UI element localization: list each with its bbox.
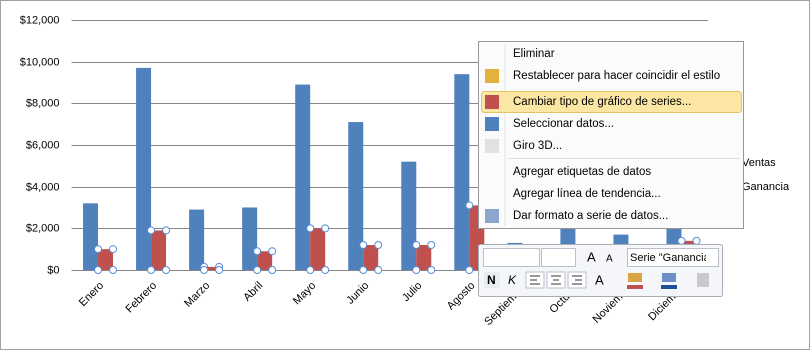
fill-icon[interactable] xyxy=(628,273,642,282)
selection-handle xyxy=(94,266,103,274)
selection-handle xyxy=(321,266,330,274)
y-tick-label: $8,000 xyxy=(26,97,60,109)
selection-handle xyxy=(306,224,315,233)
menu-item[interactable]: Eliminar xyxy=(513,48,555,60)
bar xyxy=(189,209,205,270)
bar xyxy=(204,266,220,270)
selection-handle xyxy=(268,266,277,274)
selection-handle xyxy=(374,241,383,249)
mini-toolbar: A A Serie "Ganancia" N K A xyxy=(478,244,723,297)
menu-icon xyxy=(485,209,499,223)
bar xyxy=(151,230,167,270)
bar xyxy=(83,203,99,270)
selection-handle xyxy=(253,266,262,274)
selection-handle xyxy=(253,247,262,256)
line-icon[interactable] xyxy=(662,273,676,282)
menu-item[interactable]: Restablecer para hacer coincidir el esti… xyxy=(513,70,720,82)
menu-item[interactable]: Cambiar tipo de gráfico de series... xyxy=(513,96,691,108)
menu-item: Giro 3D... xyxy=(513,140,562,152)
selection-handle xyxy=(268,247,277,256)
selection-handle xyxy=(215,266,224,274)
bar xyxy=(401,161,417,270)
font-box[interactable] xyxy=(483,248,540,267)
font-color-label[interactable]: A xyxy=(595,272,604,287)
menu-icon xyxy=(485,69,499,83)
menu-item[interactable]: Dar formato a serie de datos... xyxy=(513,210,668,222)
selection-handle xyxy=(427,241,436,249)
selection-handle xyxy=(427,266,436,274)
menu-highlight xyxy=(481,91,742,113)
selection-handle xyxy=(162,226,171,235)
selection-handle xyxy=(374,266,383,274)
y-tick-label: $2,000 xyxy=(26,222,60,234)
selection-handle xyxy=(412,241,421,249)
selection-handle xyxy=(359,266,368,274)
menu-icon xyxy=(485,117,499,131)
italic-label[interactable]: K xyxy=(508,273,517,287)
fill-swatch xyxy=(627,285,643,289)
align-buttons[interactable] xyxy=(525,271,587,289)
menu-item[interactable]: Agregar línea de tendencia... xyxy=(513,188,661,200)
selection-handle xyxy=(94,245,103,254)
y-tick-label: $10,000 xyxy=(20,56,60,68)
y-tick-label: $6,000 xyxy=(26,139,60,151)
menu-icon xyxy=(485,139,499,153)
selection-handle xyxy=(306,266,315,274)
y-tick-label: $12,000 xyxy=(20,14,60,26)
menu-icon xyxy=(485,95,499,109)
line-swatch xyxy=(661,285,677,289)
selection-handle xyxy=(321,224,330,233)
shrink-font[interactable]: A xyxy=(606,254,613,265)
legend-label: Ganancia xyxy=(742,181,790,193)
y-tick-label: $0 xyxy=(47,264,59,276)
bar xyxy=(454,74,470,271)
brush-icon[interactable] xyxy=(697,273,709,287)
bar xyxy=(363,245,379,270)
size-box[interactable] xyxy=(541,248,576,267)
selection-handle xyxy=(465,266,474,274)
bar xyxy=(295,84,311,270)
selection-handle xyxy=(147,226,156,235)
bar xyxy=(348,122,364,270)
menu-item[interactable]: Agregar etiquetas de datos xyxy=(513,166,651,178)
selection-handle xyxy=(109,266,118,274)
selection-handle xyxy=(359,241,368,249)
selection-handle xyxy=(465,201,474,210)
y-tick-label: $4,000 xyxy=(26,181,60,193)
bar xyxy=(242,207,258,270)
bar xyxy=(136,67,152,271)
menu-box xyxy=(478,41,744,229)
selection-handle xyxy=(109,245,118,254)
grow-font[interactable]: A xyxy=(587,249,596,264)
selection-handle xyxy=(412,266,421,274)
bold-label: N xyxy=(487,273,496,287)
bar xyxy=(257,251,273,270)
bar xyxy=(310,228,326,270)
legend-label: Ventas xyxy=(742,157,776,169)
selection-handle xyxy=(162,266,171,274)
context-menu: Eliminar Restablecer para hacer coincidir… xyxy=(478,41,744,229)
bar xyxy=(416,245,432,270)
selection-handle xyxy=(147,266,156,274)
bold-button[interactable] xyxy=(484,272,500,288)
selection-text: Serie "Ganancia" xyxy=(630,252,714,264)
selection-box[interactable] xyxy=(627,248,719,267)
selection-handle xyxy=(692,236,701,245)
menu-item[interactable]: Seleccionar datos... xyxy=(513,118,614,130)
selection-handle xyxy=(200,266,209,274)
bar xyxy=(98,249,114,270)
selection-handle xyxy=(677,236,686,245)
